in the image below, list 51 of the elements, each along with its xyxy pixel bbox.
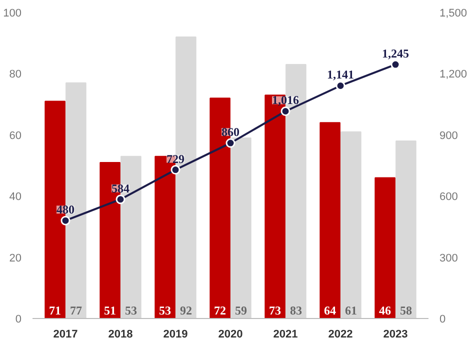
point xyxy=(170,165,180,175)
x-tick-label: 2023 xyxy=(383,328,408,340)
data-label: 59 xyxy=(234,304,247,318)
y2-tick-label: 1,500 xyxy=(440,8,468,20)
bar xyxy=(230,137,252,318)
point xyxy=(280,106,290,116)
point xyxy=(116,194,126,204)
point xyxy=(60,216,70,226)
y2-tick-label: 300 xyxy=(440,252,458,264)
data-label: 584 xyxy=(112,181,130,196)
bar xyxy=(396,140,416,318)
bar xyxy=(340,131,362,318)
y2-tick-label: 0 xyxy=(440,314,446,326)
data-label: 46 xyxy=(379,304,392,318)
x-tick-label: 2020 xyxy=(218,328,243,340)
data-label: 51 xyxy=(104,304,116,318)
data-label: 58 xyxy=(400,304,412,318)
y-tick-label: 40 xyxy=(9,191,22,204)
data-label: 1,245 xyxy=(382,46,409,61)
data-label: 83 xyxy=(290,304,302,318)
data-label: 480 xyxy=(56,202,74,217)
point xyxy=(390,60,400,70)
x-tick-label: 2018 xyxy=(108,328,133,340)
y-tick-label: 20 xyxy=(9,252,22,264)
data-label: 71 xyxy=(49,304,62,318)
data-label: 860 xyxy=(222,125,240,140)
data-label: 77 xyxy=(70,304,82,318)
x-tick-label: 2017 xyxy=(53,328,78,340)
y2-tick-label: 600 xyxy=(440,191,458,204)
y-tick-label: 80 xyxy=(9,68,22,81)
data-label: 64 xyxy=(324,304,336,318)
data-label: 72 xyxy=(214,304,226,318)
data-label: 61 xyxy=(344,304,357,318)
data-label: 1,141 xyxy=(327,68,354,82)
x-tick-label: 2022 xyxy=(328,328,353,340)
y-tick-label: 60 xyxy=(9,130,22,142)
y-tick-label: 0 xyxy=(15,314,22,326)
bar xyxy=(320,122,340,318)
data-label: 1,016 xyxy=(272,93,299,108)
data-label: 73 xyxy=(269,304,282,318)
x-tick-label: 2021 xyxy=(273,328,298,340)
point xyxy=(226,138,236,148)
y-tick-label: 100 xyxy=(3,8,22,20)
data-label: 92 xyxy=(180,304,192,318)
data-label: 729 xyxy=(166,152,184,166)
data-label: 53 xyxy=(159,304,172,318)
bar xyxy=(374,177,396,318)
x-tick-label: 2019 xyxy=(163,328,188,340)
y2-tick-label: 900 xyxy=(440,130,458,142)
y2-tick-label: 1,200 xyxy=(440,68,468,81)
data-label: 53 xyxy=(124,304,137,318)
